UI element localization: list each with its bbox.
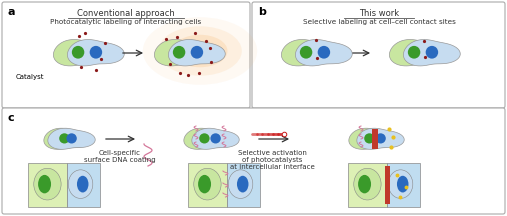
Text: b: b	[258, 7, 266, 17]
Polygon shape	[296, 40, 352, 66]
Ellipse shape	[228, 170, 253, 199]
Bar	[348, 163, 387, 207]
Ellipse shape	[34, 168, 61, 200]
Ellipse shape	[38, 175, 51, 193]
Bar	[227, 163, 260, 207]
FancyBboxPatch shape	[252, 2, 505, 108]
Ellipse shape	[358, 175, 371, 193]
Ellipse shape	[173, 46, 186, 59]
Polygon shape	[155, 40, 211, 66]
Ellipse shape	[237, 176, 248, 192]
Ellipse shape	[172, 35, 228, 67]
FancyBboxPatch shape	[2, 108, 505, 214]
Polygon shape	[281, 40, 338, 66]
Bar	[385, 166, 390, 204]
Bar	[188, 163, 227, 207]
Polygon shape	[349, 128, 396, 149]
Polygon shape	[192, 128, 239, 149]
Bar	[67, 163, 100, 207]
Ellipse shape	[199, 133, 209, 143]
Ellipse shape	[388, 170, 413, 199]
Ellipse shape	[426, 46, 438, 59]
Polygon shape	[67, 40, 124, 66]
Polygon shape	[184, 128, 231, 149]
Ellipse shape	[318, 46, 330, 59]
Text: Selective labeling at cell–cell contact sites: Selective labeling at cell–cell contact …	[303, 19, 455, 25]
Text: Photocatalytic labeling of interacting cells: Photocatalytic labeling of interacting c…	[50, 19, 202, 25]
Ellipse shape	[364, 133, 375, 143]
Polygon shape	[48, 128, 95, 149]
Polygon shape	[44, 128, 91, 149]
Text: Conventional approach: Conventional approach	[77, 9, 175, 18]
Ellipse shape	[90, 46, 102, 59]
Polygon shape	[389, 40, 446, 66]
Ellipse shape	[72, 46, 84, 59]
Polygon shape	[168, 40, 225, 66]
Polygon shape	[53, 40, 110, 66]
Text: Catalyst: Catalyst	[16, 74, 45, 80]
Ellipse shape	[66, 133, 77, 143]
Text: Selective activation
of photocatalysts
at intercellular interface: Selective activation of photocatalysts a…	[230, 150, 314, 170]
Ellipse shape	[408, 46, 420, 59]
Ellipse shape	[397, 176, 409, 192]
Bar	[387, 163, 420, 207]
Ellipse shape	[300, 46, 312, 59]
Ellipse shape	[158, 26, 242, 76]
Ellipse shape	[194, 168, 221, 200]
Ellipse shape	[191, 46, 203, 59]
Text: Cell-specific
surface DNA coating: Cell-specific surface DNA coating	[84, 150, 156, 163]
Ellipse shape	[354, 168, 381, 200]
Text: This work: This work	[359, 9, 399, 18]
Ellipse shape	[59, 133, 69, 143]
Polygon shape	[357, 128, 404, 149]
Ellipse shape	[77, 176, 89, 192]
Text: a: a	[8, 7, 16, 17]
Ellipse shape	[68, 170, 93, 199]
Ellipse shape	[375, 133, 386, 143]
Text: c: c	[8, 113, 15, 123]
Ellipse shape	[198, 175, 211, 193]
Bar	[372, 129, 378, 149]
Ellipse shape	[210, 133, 221, 143]
Ellipse shape	[143, 17, 257, 85]
FancyBboxPatch shape	[2, 2, 250, 108]
Bar	[28, 163, 67, 207]
Polygon shape	[404, 40, 460, 66]
